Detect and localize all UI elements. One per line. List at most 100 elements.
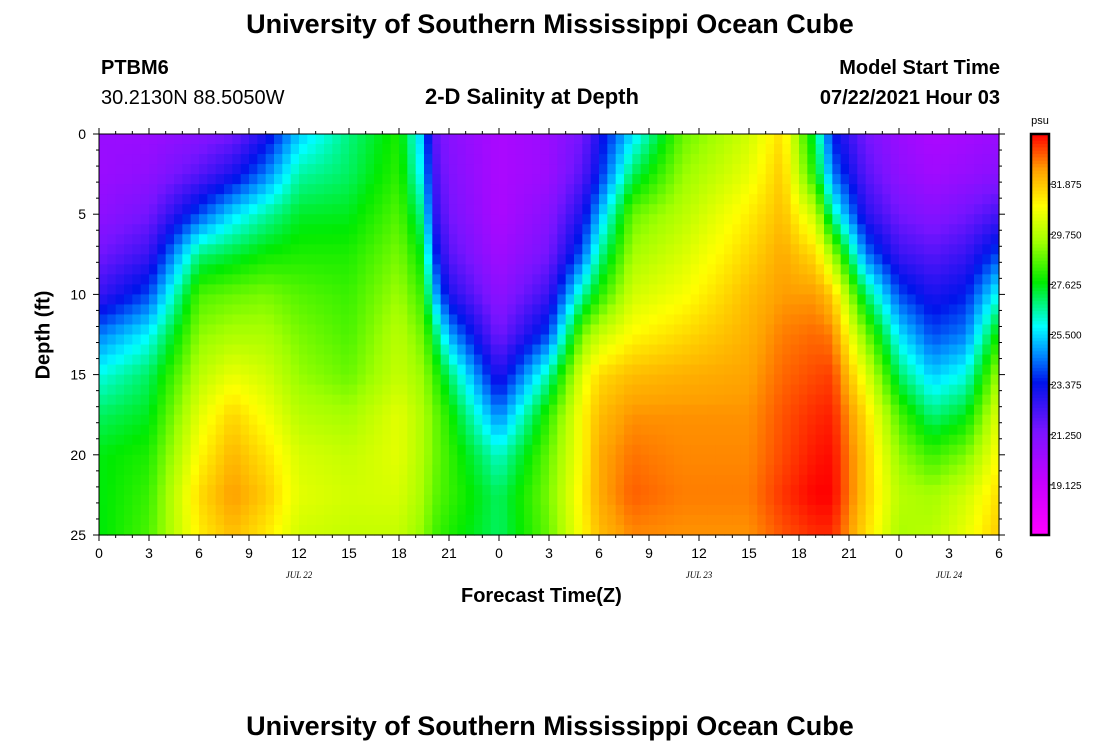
- heatmap-cell: [474, 164, 483, 175]
- heatmap-cell: [865, 304, 875, 316]
- heatmap-cell: [157, 224, 167, 235]
- heatmap-cell: [840, 294, 850, 306]
- heatmap-cell: [224, 284, 233, 296]
- heatmap-cell: [865, 344, 875, 356]
- heatmap-cell: [857, 334, 867, 346]
- heatmap-cell: [249, 284, 258, 296]
- heatmap-cell: [932, 384, 942, 396]
- heatmap-cell: [782, 474, 792, 486]
- heatmap-cell: [382, 294, 392, 306]
- heatmap-cell: [174, 304, 183, 316]
- heatmap-cell: [224, 254, 233, 265]
- heatmap-cell: [799, 404, 808, 416]
- heatmap-cell: [299, 264, 308, 275]
- heatmap-cell: [865, 254, 875, 265]
- heatmap-cell: [574, 284, 583, 296]
- heatmap-cell: [415, 234, 425, 245]
- heatmap-cell: [882, 154, 892, 165]
- heatmap-cell: [965, 404, 975, 416]
- heatmap-cell: [474, 174, 483, 185]
- heatmap-cell: [899, 394, 908, 406]
- heatmap-cell: [832, 484, 842, 496]
- heatmap-cell: [899, 314, 908, 326]
- heatmap-cell: [749, 444, 758, 456]
- heatmap-cell: [732, 214, 742, 225]
- heatmap-cell: [774, 224, 783, 235]
- heatmap-cell: [690, 184, 700, 195]
- colorbar-segment: [1031, 157, 1049, 162]
- heatmap-cell: [307, 514, 317, 526]
- heatmap-cell: [574, 184, 583, 195]
- heatmap-cell: [299, 214, 308, 225]
- heatmap-cell: [565, 384, 575, 396]
- heatmap-cell: [315, 324, 325, 336]
- heatmap-cell: [932, 474, 942, 486]
- heatmap-cell: [515, 154, 525, 165]
- colorbar-segment: [1031, 217, 1049, 222]
- colorbar-segment: [1031, 441, 1049, 446]
- heatmap-cell: [424, 434, 433, 446]
- heatmap-cell: [965, 214, 975, 225]
- heatmap-cell: [599, 184, 608, 195]
- heatmap-cell: [432, 484, 442, 496]
- heatmap-cell: [99, 374, 108, 386]
- heatmap-cell: [457, 174, 467, 185]
- heatmap-cell: [590, 484, 600, 496]
- heatmap-cell: [857, 384, 867, 396]
- heatmap-cell: [474, 254, 483, 265]
- heatmap-cell: [674, 484, 683, 496]
- heatmap-cell: [707, 354, 717, 366]
- heatmap-cell: [307, 424, 317, 436]
- colorbar-segment: [1031, 531, 1049, 536]
- heatmap-cell: [940, 274, 950, 285]
- heatmap-cell: [157, 444, 167, 456]
- heatmap-cell: [315, 454, 325, 466]
- heatmap-cell: [674, 154, 683, 165]
- heatmap-cell: [182, 134, 192, 145]
- heatmap-cell: [824, 344, 833, 356]
- heatmap-cell: [415, 184, 425, 195]
- heatmap-cell: [774, 374, 783, 386]
- heatmap-cell: [549, 214, 558, 225]
- heatmap-cell: [265, 384, 275, 396]
- heatmap-cell: [724, 314, 733, 326]
- heatmap-cell: [982, 304, 992, 316]
- heatmap-cell: [640, 424, 650, 436]
- heatmap-cell: [390, 464, 400, 476]
- heatmap-cell: [424, 144, 433, 155]
- heatmap-cell: [607, 334, 617, 346]
- heatmap-cell: [649, 494, 658, 506]
- heatmap-cell: [282, 364, 292, 376]
- heatmap-cell: [899, 454, 908, 466]
- heatmap-cell: [315, 384, 325, 396]
- heatmap-cell: [349, 144, 358, 155]
- heatmap-cell: [657, 474, 667, 486]
- heatmap-cell: [932, 144, 942, 155]
- heatmap-cell: [665, 294, 675, 306]
- heatmap-cell: [474, 264, 483, 275]
- heatmap-cell: [807, 324, 817, 336]
- heatmap-cell: [115, 504, 125, 516]
- heatmap-cell: [107, 414, 117, 426]
- heatmap-cell: [757, 484, 767, 496]
- heatmap-cell: [432, 214, 442, 225]
- heatmap-cell: [657, 374, 667, 386]
- heatmap-cell: [124, 514, 133, 526]
- heatmap-cell: [340, 384, 350, 396]
- heatmap-cell: [315, 424, 325, 436]
- heatmap-cell: [549, 454, 558, 466]
- heatmap-cell: [249, 334, 258, 346]
- heatmap-cell: [424, 274, 433, 285]
- heatmap-cell: [199, 374, 208, 386]
- heatmap-cell: [440, 244, 450, 255]
- heatmap-cell: [907, 184, 917, 195]
- heatmap-cell: [974, 154, 983, 165]
- colorbar-segment: [1031, 140, 1049, 145]
- heatmap-cell: [624, 464, 633, 476]
- heatmap-cell: [940, 294, 950, 306]
- heatmap-cell: [615, 384, 625, 396]
- heatmap-cell: [549, 324, 558, 336]
- heatmap-cell: [315, 514, 325, 526]
- heatmap-cell: [157, 134, 167, 145]
- heatmap-cell: [315, 214, 325, 225]
